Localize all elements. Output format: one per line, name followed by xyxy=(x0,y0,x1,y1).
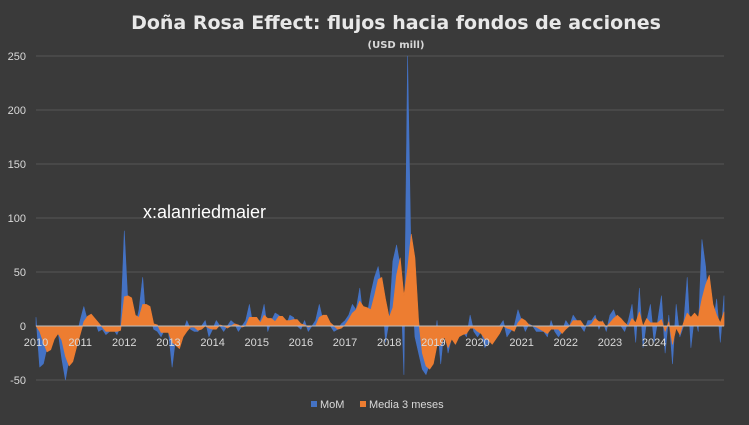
y-axis-ticks: 250 200 150 100 50 0 -50 xyxy=(8,51,26,387)
x-tick-label: 2023 xyxy=(598,337,622,349)
y-tick-label: 250 xyxy=(8,51,26,63)
y-tick-label: 150 xyxy=(8,159,26,171)
x-tick-label: 2013 xyxy=(156,337,180,349)
series-area-avg xyxy=(35,233,725,370)
legend-label-mom: MoM xyxy=(320,399,344,411)
y-tick-label: 200 xyxy=(8,105,26,117)
y-tick-label: -50 xyxy=(10,375,26,387)
x-tick-label: 2018 xyxy=(377,337,401,349)
x-tick-label: 2010 xyxy=(24,337,48,349)
watermark-text: x:alanriedmaier xyxy=(143,202,266,222)
y-tick-label: 0 xyxy=(20,321,26,333)
x-axis-ticks: 2010 2011 2012 2013 2014 2015 2016 2017 2018 2019… xyxy=(24,337,667,349)
y-tick-label: 100 xyxy=(8,213,26,225)
x-tick-label: 2019 xyxy=(421,337,445,349)
plot-area xyxy=(35,55,725,381)
x-tick-label: 2014 xyxy=(200,337,224,349)
legend-swatch-avg xyxy=(360,401,366,407)
x-tick-label: 2012 xyxy=(112,337,136,349)
chart-title: Doña Rosa Effect: flujos hacia fondos de… xyxy=(131,12,661,34)
legend: MoM Media 3 meses xyxy=(311,399,444,411)
x-tick-label: 2022 xyxy=(554,337,578,349)
chart-subtitle: (USD mill) xyxy=(368,40,425,51)
y-tick-label: 50 xyxy=(14,267,26,279)
x-tick-label: 2011 xyxy=(68,337,92,349)
legend-label-avg: Media 3 meses xyxy=(369,399,444,411)
x-tick-label: 2024 xyxy=(642,337,666,349)
x-tick-label: 2017 xyxy=(333,337,357,349)
legend-swatch-mom xyxy=(311,401,317,407)
x-tick-label: 2020 xyxy=(465,337,489,349)
x-tick-label: 2016 xyxy=(289,337,313,349)
x-tick-label: 2015 xyxy=(245,337,269,349)
x-tick-label: 2021 xyxy=(509,337,533,349)
